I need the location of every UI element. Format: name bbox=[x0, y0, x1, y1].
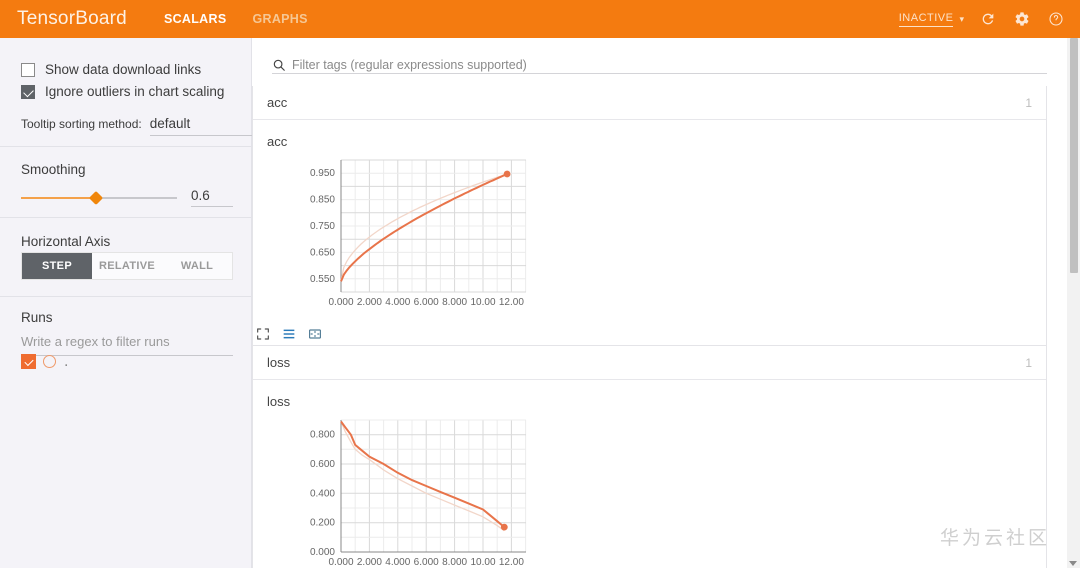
svg-text:8.000: 8.000 bbox=[442, 557, 467, 568]
svg-text:2.000: 2.000 bbox=[357, 557, 382, 568]
svg-text:0.600: 0.600 bbox=[310, 459, 335, 470]
svg-text:12.00: 12.00 bbox=[499, 557, 524, 568]
svg-text:12.00: 12.00 bbox=[499, 297, 524, 308]
svg-text:4.000: 4.000 bbox=[385, 297, 410, 308]
svg-text:0.550: 0.550 bbox=[310, 274, 335, 285]
svg-text:10.00: 10.00 bbox=[470, 557, 495, 568]
svg-text:6.000: 6.000 bbox=[414, 557, 439, 568]
svg-text:0.000: 0.000 bbox=[328, 297, 353, 308]
svg-text:0.000: 0.000 bbox=[328, 557, 353, 568]
svg-text:2.000: 2.000 bbox=[357, 297, 382, 308]
svg-text:0.750: 0.750 bbox=[310, 221, 335, 232]
svg-text:0.200: 0.200 bbox=[310, 518, 335, 529]
svg-text:0.800: 0.800 bbox=[310, 430, 335, 441]
svg-text:6.000: 6.000 bbox=[414, 297, 439, 308]
svg-text:8.000: 8.000 bbox=[442, 297, 467, 308]
svg-text:0.650: 0.650 bbox=[310, 247, 335, 258]
svg-text:10.00: 10.00 bbox=[470, 297, 495, 308]
svg-text:0.400: 0.400 bbox=[310, 488, 335, 499]
svg-text:0.950: 0.950 bbox=[310, 168, 335, 179]
svg-text:0.850: 0.850 bbox=[310, 195, 335, 206]
svg-text:4.000: 4.000 bbox=[385, 557, 410, 568]
